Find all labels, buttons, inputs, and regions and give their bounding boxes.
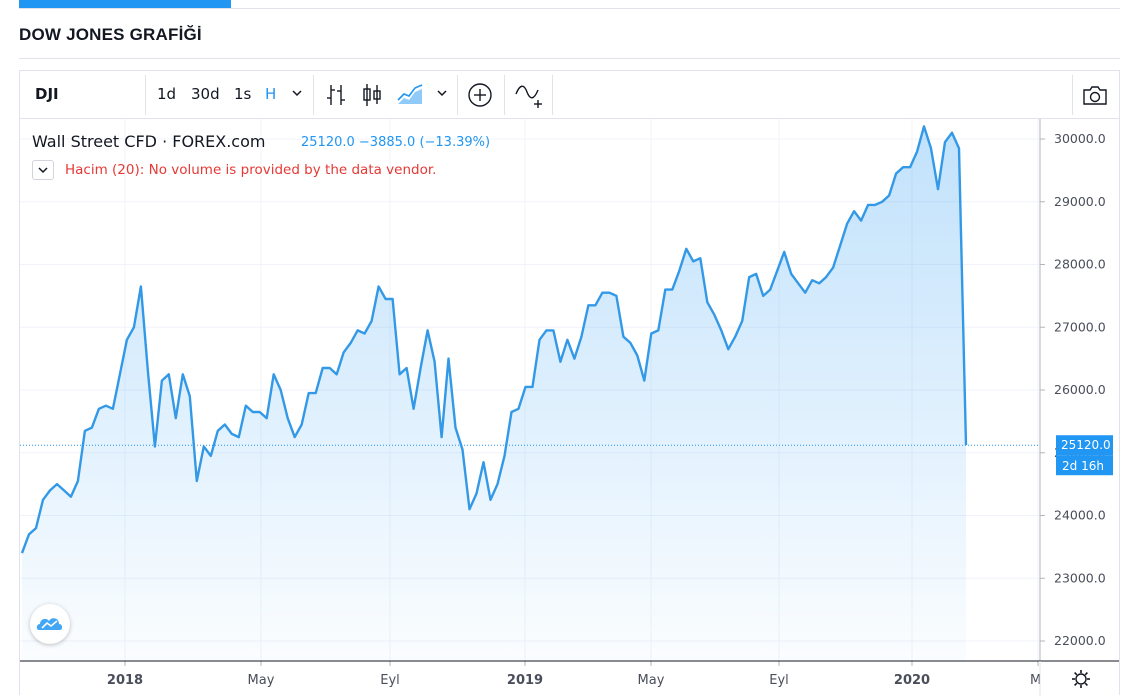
interval-1s[interactable]: 1s — [234, 85, 252, 103]
price-line — [20, 125, 968, 554]
time-tick-label: May — [638, 673, 665, 688]
price-area-fill — [22, 126, 966, 661]
active-tab-indicator — [19, 0, 231, 8]
toolbar-divider — [145, 75, 146, 115]
price-tick-label: 26000.0 — [1054, 382, 1106, 397]
chevron-down-icon[interactable] — [291, 89, 303, 99]
add-circle-icon[interactable] — [467, 82, 493, 108]
time-tick-label: Eyl — [769, 673, 789, 688]
symbol-search[interactable]: DJI — [35, 85, 59, 103]
price-chart[interactable]: 30000.029000.028000.027000.026000.025000… — [20, 119, 1119, 696]
price-tick-label: 29000.0 — [1054, 194, 1106, 209]
time-tick-label: Eyl — [380, 673, 400, 688]
time-tick-label: 2020 — [894, 673, 930, 688]
chart-widget: DJI 1d 30d 1s H — [19, 70, 1120, 696]
time-tick-label: 2019 — [507, 673, 543, 688]
last-price-label: 25120.0 2d 16h — [1056, 435, 1113, 476]
compare-icon[interactable] — [514, 82, 546, 110]
price-tick-label: 30000.0 — [1054, 131, 1106, 146]
area-chart-icon[interactable] — [397, 82, 423, 108]
page-title: DOW JONES GRAFİĞİ — [19, 25, 202, 44]
legend-price: 25120.0 −3885.0 (−13.39%) — [301, 135, 490, 150]
cloud-chart-icon — [36, 618, 63, 630]
volume-note: Hacim (20): No volume is provided by the… — [65, 162, 437, 178]
time-axis[interactable]: 2018 May Eyl 2019 May Eyl 2020 Ma — [107, 661, 1049, 688]
interval-30d[interactable]: 30d — [191, 85, 220, 103]
interval-h[interactable]: H — [265, 85, 277, 103]
last-price-countdown: 2d 16h — [1062, 459, 1104, 473]
last-price-value: 25120.0 — [1061, 438, 1111, 452]
toolbar-divider — [504, 75, 505, 115]
price-tick-label: 23000.0 — [1054, 570, 1106, 585]
chevron-down-icon[interactable] — [436, 89, 448, 99]
legend-symbol-title: Wall Street CFD · FOREX.com — [32, 132, 266, 151]
bar-chart-icon[interactable] — [325, 82, 347, 108]
top-tab-strip — [19, 0, 1120, 9]
price-tick-label: 22000.0 — [1054, 633, 1106, 648]
time-tick-label: Ma — [1030, 673, 1049, 688]
tradingview-logo-button[interactable] — [30, 604, 70, 644]
interval-1d[interactable]: 1d — [157, 85, 177, 103]
toolbar-divider — [552, 75, 553, 115]
title-divider — [19, 58, 1120, 59]
legend-change-percent: (−13.39%) — [419, 135, 491, 150]
volume-collapse-toggle[interactable] — [32, 160, 54, 180]
time-tick-label: May — [248, 673, 275, 688]
toolbar-divider — [313, 75, 314, 115]
toolbar-divider — [457, 75, 458, 115]
chart-toolbar: DJI 1d 30d 1s H — [20, 71, 1119, 119]
price-tick-label: 24000.0 — [1054, 508, 1106, 523]
time-tick-label: 2018 — [107, 673, 143, 688]
candle-chart-icon[interactable] — [361, 82, 383, 108]
toolbar-divider — [1072, 75, 1073, 115]
price-tick-label: 28000.0 — [1054, 257, 1106, 272]
legend-last-price: 25120.0 — [301, 135, 355, 150]
chevron-down-icon — [38, 167, 48, 174]
legend-change: −3885.0 — [358, 135, 416, 150]
camera-icon[interactable] — [1081, 82, 1109, 108]
price-tick-label: 27000.0 — [1054, 319, 1106, 334]
settings-icon[interactable] — [1072, 670, 1090, 688]
price-axis[interactable]: 30000.029000.028000.027000.026000.025000… — [1040, 131, 1106, 648]
